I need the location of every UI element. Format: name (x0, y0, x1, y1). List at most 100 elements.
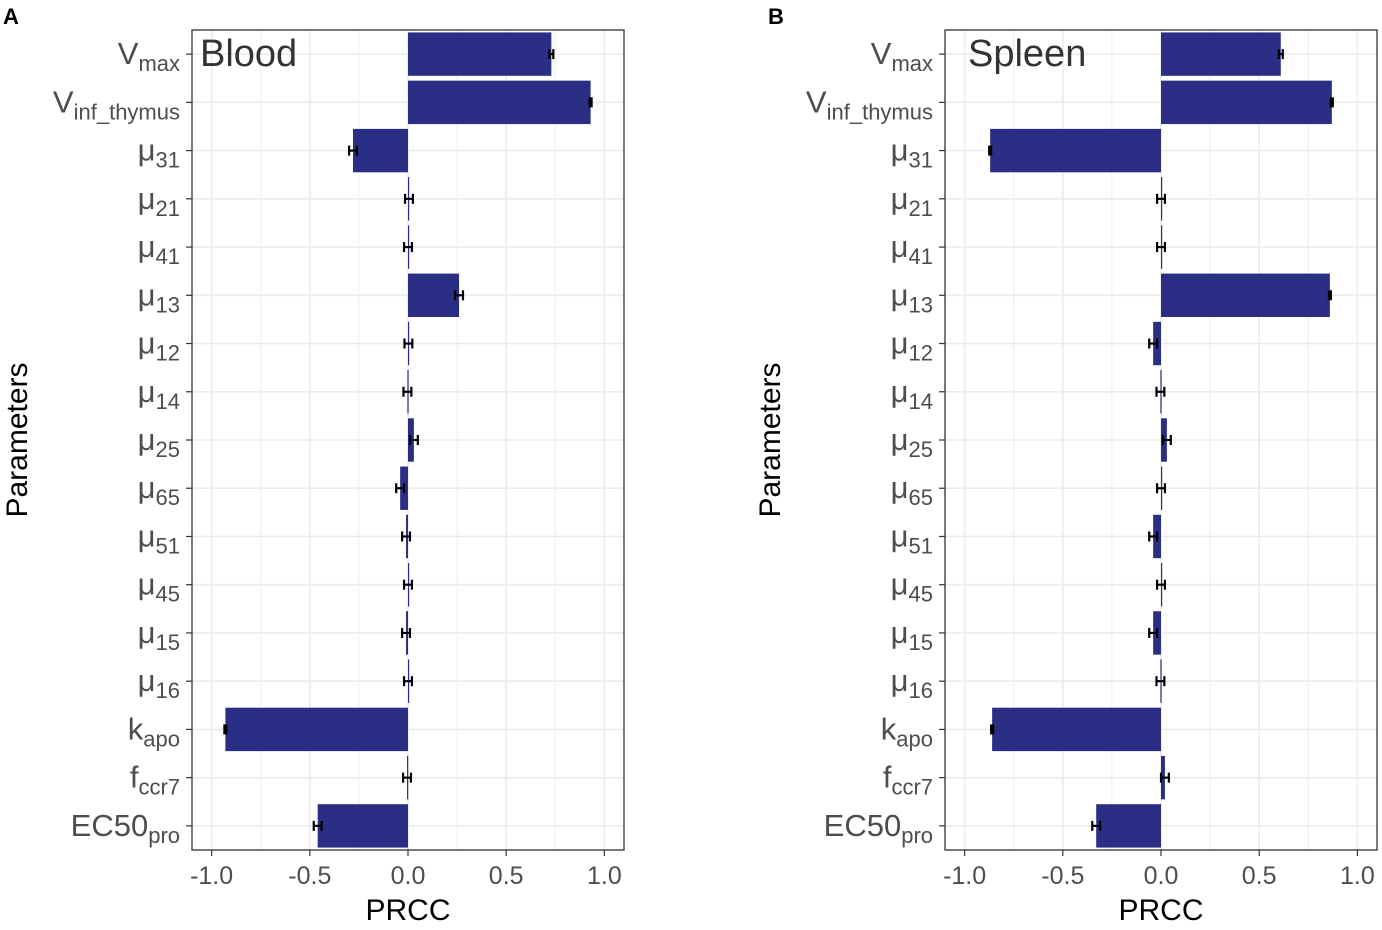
panel-b-error-bar-15 (1159, 772, 1170, 783)
panel-b-bar-0 (1161, 32, 1281, 76)
panel-a-y-tick-label-0: Vmax (118, 36, 180, 76)
panel-a-bar-2 (353, 128, 408, 173)
panel-b-y-tick-label-1: Vinf_thymus (806, 84, 933, 124)
panel-a-y-tick-label-2: μ31 (138, 133, 180, 173)
panel-a-bar-5 (408, 273, 460, 317)
panel-a-error-bar-8 (408, 435, 419, 445)
panel-b-error-bar-14 (990, 724, 995, 735)
panel-a-y-tick-label-10: μ51 (138, 518, 180, 558)
panel-b-y-axis-label: Parameters (754, 362, 787, 517)
panel-b-x-tick-label-4: 1.0 (1340, 862, 1375, 890)
panel-b-error-bars (988, 49, 1334, 831)
panel-a-y-tick-label-14: kapo (128, 711, 180, 751)
panel-a-error-bar-15 (401, 772, 413, 783)
panel-b-x-tick-label-0: -1.0 (943, 862, 986, 890)
panel-b-x-tick-labels: -1.0 -0.5 0.0 0.5 1.0 (943, 850, 1375, 890)
panel-a-x-tick-label-4: 1.0 (587, 862, 622, 890)
panel-b-error-bar-0 (1277, 49, 1284, 60)
panel-b-error-bar-9 (1155, 483, 1167, 494)
panel-b-y-tick-labels: Vmax Vinf_thymus μ31 μ21 μ41 μ13 μ12 μ14 μ25 μ65 μ… (806, 36, 945, 848)
panel-a-error-bar-9 (395, 483, 406, 494)
panel-a-y-tick-label-1: Vinf_thymus (53, 84, 180, 124)
panel-a-error-bar-7 (402, 386, 413, 397)
panel-b-x-tick-label-1: -0.5 (1041, 862, 1084, 890)
panel-b-y-tick-label-15: fccr7 (883, 760, 933, 800)
panel-b-error-bar-8 (1161, 435, 1172, 445)
panel-a-y-tick-labels: Vmax Vinf_thymus μ31 μ21 μ41 μ13 μ12 μ14 μ25 μ65 μ… (53, 36, 192, 848)
panel-b-y-tick-label-8: μ25 (891, 422, 933, 462)
panel-b-y-tick-label-11: μ45 (891, 567, 933, 607)
panel-b-bar-1 (1161, 80, 1332, 125)
panel-a-title: Blood (200, 33, 297, 75)
panel-b-bar-2 (990, 128, 1161, 173)
panel-a-y-axis-label: Parameters (1, 362, 34, 517)
panel-b-y-tick-label-9: μ65 (891, 470, 933, 510)
panel-b-error-bar-12 (1148, 627, 1159, 638)
panel-b-error-bar-4 (1155, 242, 1167, 253)
panel-a-x-tick-label-1: -0.5 (288, 862, 331, 890)
panel-b-y-tick-label-6: μ12 (891, 326, 933, 366)
panel-b-error-bar-6 (1148, 338, 1159, 349)
panel-b-y-tick-label-5: μ13 (891, 277, 933, 317)
panel-a-y-tick-label-5: μ13 (138, 277, 180, 317)
panel-a-y-tick-label-6: μ12 (138, 326, 180, 366)
panel-b: B Spleen Vmax Vinf_thymus μ31 μ21 μ41 μ13 μ12 μ… (754, 4, 1378, 927)
panel-b-x-tick-label-3: 0.5 (1242, 862, 1277, 890)
panel-a-bar-0 (408, 32, 552, 76)
panel-a-y-tick-label-13: μ16 (138, 663, 180, 703)
panel-b-error-bar-16 (1091, 820, 1102, 831)
panel-a-y-tick-label-3: μ21 (138, 181, 180, 221)
panel-a-y-tick-label-4: μ41 (138, 229, 180, 269)
panel-a-error-bar-5 (454, 290, 465, 301)
panel-a-error-bar-2 (347, 145, 359, 156)
panel-b-y-tick-label-4: μ41 (891, 229, 933, 269)
panel-a-y-tick-label-8: μ25 (138, 422, 180, 462)
panel-b-y-tick-label-16: EC50pro (824, 808, 933, 848)
panel-b-error-bar-11 (1155, 579, 1167, 590)
panel-b-error-bar-7 (1155, 386, 1166, 397)
panel-letter-b: B (768, 4, 784, 29)
panel-a-x-tick-label-0: -1.0 (190, 862, 233, 890)
panel-a-y-tick-label-15: fccr7 (130, 760, 180, 800)
panel-b-y-tick-label-12: μ15 (891, 615, 933, 655)
panel-b-title: Spleen (968, 33, 1086, 75)
panel-b-error-bar-2 (988, 145, 993, 156)
panel-a-error-bar-10 (401, 531, 412, 542)
panel-b-y-tick-label-0: Vmax (871, 36, 933, 76)
panel-a-error-bar-13 (402, 676, 414, 687)
panel-a-y-tick-label-12: μ15 (138, 615, 180, 655)
panel-letter-a: A (3, 4, 19, 29)
panel-b-error-bar-1 (1329, 97, 1334, 108)
panel-a: A Blood Vmax Vinf_thymus μ31 μ21 μ41 μ13 μ12 μ1… (1, 4, 625, 927)
panel-b-y-tick-label-2: μ31 (891, 133, 933, 173)
panel-b-y-tick-label-14: kapo (881, 711, 933, 751)
panel-a-error-bar-14 (223, 724, 228, 735)
panel-b-error-bar-5 (1327, 290, 1332, 301)
panel-b-y-tick-label-3: μ21 (891, 181, 933, 221)
panel-a-error-bar-4 (402, 242, 414, 253)
panel-a-error-bar-0 (548, 49, 555, 60)
panel-a-y-tick-label-16: EC50pro (71, 808, 180, 848)
panel-a-bar-14 (225, 707, 408, 752)
panel-a-x-tick-label-3: 0.5 (489, 862, 524, 890)
panel-b-bar-14 (992, 707, 1161, 752)
panel-a-y-tick-label-11: μ45 (138, 567, 180, 607)
panel-a-y-tick-label-9: μ65 (138, 470, 180, 510)
panel-b-y-tick-label-13: μ16 (891, 663, 933, 703)
panel-a-error-bar-12 (401, 627, 412, 638)
panel-a-bar-16 (317, 804, 408, 848)
panel-a-error-bars (223, 49, 593, 831)
panel-a-error-bar-1 (588, 97, 593, 108)
panel-a-error-bar-6 (403, 338, 414, 349)
panel-a-x-tick-labels: -1.0 -0.5 0.0 0.5 1.0 (190, 850, 622, 890)
panel-b-bar-16 (1096, 804, 1161, 848)
panel-b-error-bar-13 (1155, 676, 1166, 687)
panel-a-x-tick-label-2: 0.0 (391, 862, 426, 890)
panel-a-error-bar-11 (402, 579, 414, 590)
panel-b-bar-5 (1161, 273, 1330, 317)
panel-a-y-tick-label-7: μ14 (138, 374, 180, 414)
panel-b-y-tick-label-7: μ14 (891, 374, 933, 414)
panel-a-x-axis-label: PRCC (365, 894, 450, 927)
panel-b-x-axis-label: PRCC (1118, 894, 1203, 927)
